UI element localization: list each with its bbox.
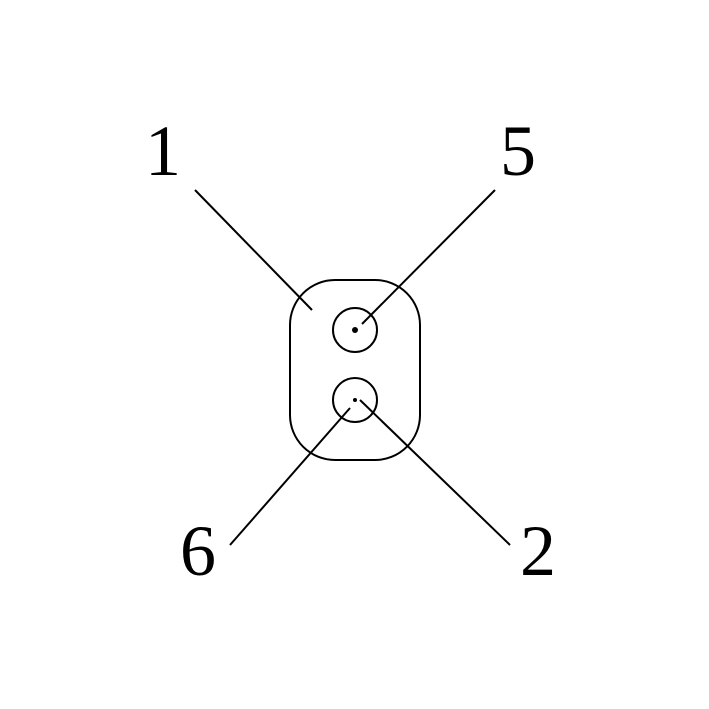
top-circle-dot <box>352 327 358 333</box>
canvas-background <box>0 0 709 709</box>
label-5: 5 <box>500 111 536 191</box>
label-2: 2 <box>520 511 556 591</box>
diagram-canvas: 1 5 2 6 <box>0 0 709 709</box>
label-1: 1 <box>145 111 181 191</box>
label-6: 6 <box>180 511 216 591</box>
bottom-circle-dot <box>353 398 357 402</box>
